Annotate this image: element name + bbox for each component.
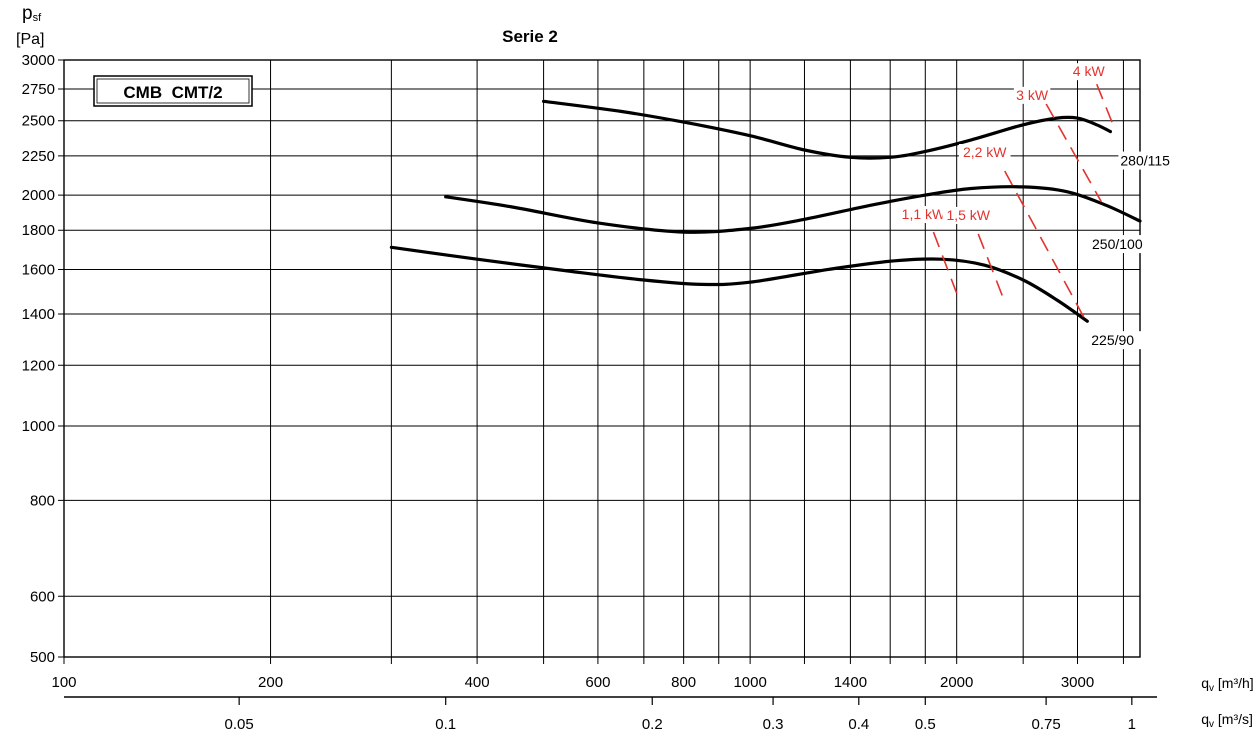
x-tick-label: 3000: [1061, 674, 1094, 691]
power-lines: 1,1 kW 1,5 kW 2,2 kW 3 kW 4 kW: [897, 63, 1114, 324]
x2-label-sub: v: [1209, 719, 1214, 730]
power-label-bg: [1013, 86, 1051, 104]
x-axis-label-primary: qv [m³/h]: [1174, 675, 1259, 694]
y-label-sub: sf: [33, 12, 43, 24]
y-tick-label: 2000: [22, 187, 55, 204]
x-tick-label: 100: [51, 674, 76, 691]
y-label-unit: [Pa]: [16, 31, 44, 48]
chart-title: Serie 2: [502, 27, 558, 46]
x2-tick-label: 0.05: [225, 716, 254, 733]
y-tick-label: 1600: [22, 261, 55, 278]
x-tick-label: 600: [585, 674, 610, 691]
x-tick-label: 200: [258, 674, 283, 691]
model-label: CMB CMT/2: [123, 83, 222, 102]
curve-label: 280/115: [1120, 153, 1170, 169]
x-label-main: q: [1201, 675, 1209, 691]
x-tick-labels: 100 200 400 600 800 1000 1400 2000 3000: [51, 674, 1094, 691]
power-label-bg: [942, 206, 995, 224]
x2-tick-label: 0.2: [642, 716, 663, 733]
x-tick-label: 1000: [733, 674, 766, 691]
x2-tick-label: 0.3: [763, 716, 784, 733]
y-tick-label: 600: [30, 588, 55, 605]
power-label: 4 kW: [1073, 63, 1106, 79]
power-label: 1,1 kW: [902, 206, 946, 222]
x2-label-main: q: [1201, 711, 1209, 727]
y-tick-label: 800: [30, 492, 55, 509]
power-line: [1095, 83, 1114, 126]
model-label-box: CMB CMT/2: [93, 75, 253, 107]
x-tick-label: 800: [671, 674, 696, 691]
x-label-unit-primary: [m³/h]: [1214, 675, 1254, 691]
x-label-sub: v: [1209, 683, 1214, 694]
y-axis-label: psf [Pa]: [16, 3, 44, 48]
svg-text:psf: psf: [22, 3, 42, 24]
curve-label-bg: [1090, 235, 1148, 254]
fan-curve-225-90: [389, 245, 1089, 323]
y-tick-labels: 500 600 800 1000 1200 1400 1600 1800 2000 2250 250…: [22, 52, 55, 666]
power-label-bg: [897, 206, 950, 224]
x2-tick-label: 0.1: [435, 716, 456, 733]
curve-label-bg: [1118, 151, 1177, 170]
power-line: [932, 231, 958, 294]
power-line: [977, 233, 1003, 296]
svg-text:qv [m³/h]: qv [m³/h]: [1174, 675, 1259, 694]
power-line: [1045, 103, 1103, 203]
curve-label: 250/100: [1092, 236, 1143, 252]
y-tick-label: 2500: [22, 113, 55, 130]
y-label-main: p: [22, 3, 33, 24]
x-tick-label: 1400: [834, 674, 867, 691]
power-label-bg: [1070, 63, 1107, 81]
x2-tick-label: 0.5: [915, 716, 936, 733]
plot-frame: [63, 59, 1141, 658]
power-label: 3 kW: [1016, 87, 1049, 103]
fan-curves: 280/115 250/100 225/90: [389, 99, 1177, 350]
y-tick-label: 1000: [22, 418, 55, 435]
curve-label: 225/90: [1091, 332, 1134, 348]
y-tick-label: 2750: [22, 81, 55, 98]
power-label: 1,5 kW: [946, 207, 990, 223]
secondary-x-axis: 0.05 0.1 0.2 0.3 0.4 0.5 0.75 1: [64, 696, 1157, 733]
y-tick-label: 3000: [22, 52, 55, 69]
fan-curve-250-100: [444, 185, 1142, 234]
x2-tick-label: 0.4: [848, 716, 869, 733]
power-label: 2,2 kW: [963, 144, 1007, 160]
y-tick-label: 500: [30, 649, 55, 666]
x-tick-label: 2000: [940, 674, 973, 691]
svg-text:qv [m³/s]: qv [m³/s]: [1174, 711, 1259, 730]
fan-curve-280-115: [542, 99, 1112, 160]
y-tick-label: 1400: [22, 306, 55, 323]
x2-tick-label: 1: [1128, 716, 1136, 733]
x-label-unit-secondary: [m³/s]: [1214, 711, 1253, 727]
x-axis-label-secondary: qv [m³/s]: [1174, 711, 1259, 730]
y-tick-label: 1800: [22, 222, 55, 239]
y-tick-label: 1200: [22, 357, 55, 374]
power-line: [1004, 170, 1088, 324]
x2-tick-label: 0.75: [1032, 716, 1061, 733]
curve-label-bg: [1089, 331, 1148, 350]
power-label-bg: [958, 144, 1011, 162]
x-tick-label: 400: [465, 674, 490, 691]
y-tick-label: 2250: [22, 148, 55, 165]
